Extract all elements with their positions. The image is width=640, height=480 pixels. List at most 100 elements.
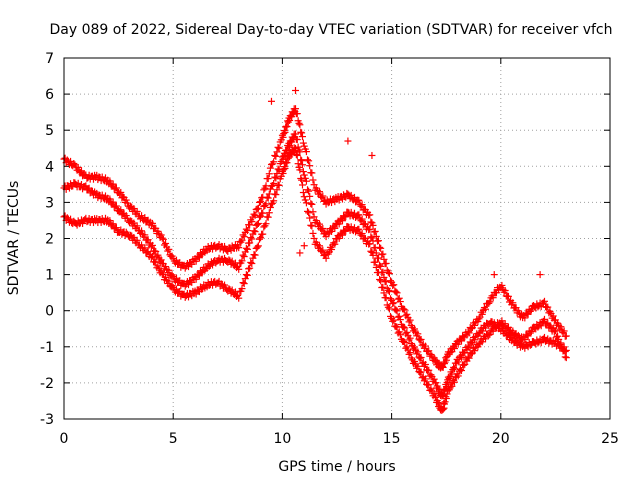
- data-point: [164, 247, 172, 255]
- data-point: [485, 299, 493, 307]
- data-point: [305, 187, 313, 195]
- data-point: [70, 159, 78, 167]
- data-point: [456, 352, 464, 360]
- data-point: [417, 335, 425, 343]
- x-axis-label: GPS time / hours: [278, 459, 395, 475]
- data-point: [298, 176, 306, 184]
- data-point: [302, 148, 310, 156]
- x-tick-label: 0: [60, 431, 69, 447]
- data-point: [369, 251, 377, 259]
- data-point: [527, 328, 535, 336]
- data-point: [112, 184, 120, 192]
- data-point: [116, 190, 124, 198]
- data-point: [421, 360, 429, 368]
- data-point: [319, 246, 327, 254]
- data-point: [242, 271, 250, 279]
- data-point: [279, 155, 287, 163]
- data-point: [251, 211, 259, 219]
- data-point: [504, 292, 512, 300]
- data-point: [551, 327, 559, 335]
- x-tick-label: 10: [273, 431, 291, 447]
- data-point: [243, 227, 251, 235]
- data-point: [387, 295, 395, 303]
- data-point: [526, 341, 534, 349]
- data-point: [63, 214, 71, 222]
- data-point: [556, 340, 564, 348]
- data-point: [335, 196, 343, 204]
- data-point: [442, 395, 450, 403]
- data-point: [255, 198, 263, 206]
- data-point: [284, 118, 292, 126]
- data-point: [112, 224, 120, 232]
- data-point: [526, 307, 534, 315]
- data-point: [265, 209, 273, 217]
- data-point: [457, 367, 465, 375]
- data-point: [138, 227, 146, 235]
- data-point: [335, 234, 343, 242]
- data-point: [400, 305, 408, 313]
- data-point: [119, 193, 127, 201]
- data-point: [298, 181, 306, 189]
- data-point: [368, 151, 376, 159]
- data-point: [511, 338, 519, 346]
- chart-title: Day 089 of 2022, Sidereal Day-to-day VTE…: [49, 22, 612, 38]
- data-point: [165, 277, 173, 285]
- data-point: [366, 240, 374, 248]
- data-point: [265, 170, 273, 178]
- data-point: [257, 234, 265, 242]
- data-point: [490, 271, 498, 279]
- data-point: [390, 281, 398, 289]
- data-point: [316, 220, 324, 228]
- data-point: [539, 299, 547, 307]
- data-point: [292, 150, 300, 158]
- data-point: [112, 202, 120, 210]
- data-point: [489, 294, 497, 302]
- data-point: [255, 235, 263, 243]
- data-point: [192, 275, 200, 283]
- x-tick-label: 5: [169, 431, 178, 447]
- data-point: [387, 277, 395, 285]
- data-point: [168, 271, 176, 279]
- data-point: [74, 163, 82, 171]
- data-point: [148, 241, 156, 249]
- data-point: [106, 177, 114, 185]
- data-point: [454, 358, 462, 366]
- data-point: [489, 327, 497, 335]
- data-point: [562, 354, 570, 362]
- data-point: [377, 244, 385, 252]
- data-point: [168, 282, 176, 290]
- data-point: [147, 243, 155, 251]
- data-point: [467, 339, 475, 347]
- data-point: [300, 171, 308, 179]
- data-point: [304, 186, 312, 194]
- data-point: [243, 271, 251, 279]
- data-point: [251, 228, 259, 236]
- x-tick-label: 20: [492, 431, 510, 447]
- data-point: [385, 305, 393, 313]
- data-point: [247, 234, 255, 242]
- data-point: [414, 330, 422, 338]
- data-point: [306, 214, 314, 222]
- data-point: [246, 239, 254, 247]
- data-point: [298, 133, 306, 141]
- data-point: [254, 242, 262, 250]
- data-point: [257, 198, 265, 206]
- data-point: [380, 255, 388, 263]
- y-tick-label: 5: [45, 123, 54, 139]
- data-point: [272, 152, 280, 160]
- data-point: [184, 293, 192, 301]
- data-point: [456, 365, 464, 373]
- data-point: [300, 242, 308, 250]
- data-point: [536, 271, 544, 279]
- data-point: [138, 241, 146, 249]
- data-point: [141, 244, 149, 252]
- data-point: [284, 154, 292, 162]
- data-point: [165, 245, 173, 253]
- data-point: [273, 148, 281, 156]
- data-point: [267, 97, 275, 105]
- data-point: [480, 304, 488, 312]
- data-point: [417, 368, 425, 376]
- data-point: [425, 381, 433, 389]
- data-point: [380, 273, 388, 281]
- data-point: [417, 354, 425, 362]
